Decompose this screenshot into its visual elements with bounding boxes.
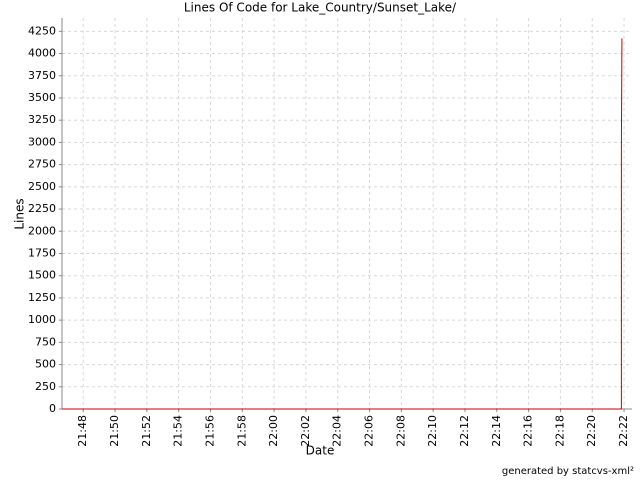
x-tick-label: 22:04 — [331, 415, 344, 447]
x-tick-label: 22:08 — [394, 415, 407, 447]
y-tick-label: 4000 — [28, 47, 56, 60]
x-tick-label: 21:48 — [76, 415, 89, 447]
y-tick-label: 2250 — [28, 202, 56, 215]
y-tick-label: 2750 — [28, 158, 56, 171]
x-tick-label: 22:02 — [299, 415, 312, 447]
y-tick-label: 3500 — [28, 91, 56, 104]
y-tick-label: 1500 — [28, 269, 56, 282]
x-tick-label: 22:18 — [553, 415, 566, 447]
footer: generated by statcvs-xml² — [502, 466, 634, 477]
x-tick-label: 22:22 — [617, 415, 630, 447]
plot-area — [62, 18, 632, 409]
y-tick-label: 0 — [49, 402, 56, 415]
x-tick-label: 21:52 — [140, 415, 153, 447]
x-tick-label: 22:10 — [426, 415, 439, 447]
y-tick-label: 2000 — [28, 224, 56, 237]
y-tick-label: 750 — [35, 335, 56, 348]
x-tick-label: 22:00 — [267, 415, 280, 447]
x-tick-label: 21:58 — [235, 415, 248, 447]
y-tick-label: 3750 — [28, 69, 56, 82]
y-tick-label: 1750 — [28, 246, 56, 259]
y-axis-label: Lines — [13, 198, 27, 229]
y-tick-label: 2500 — [28, 180, 56, 193]
data-line — [62, 38, 623, 410]
x-tick-label: 22:14 — [490, 415, 503, 447]
y-tick-label: 1000 — [28, 313, 56, 326]
y-tick-label: 3000 — [28, 135, 56, 148]
chart-title: Lines Of Code for Lake_Country/Sunset_La… — [184, 1, 457, 15]
x-tick-label: 21:50 — [108, 415, 121, 447]
y-tick-label: 4250 — [28, 24, 56, 37]
x-tick-label: 22:20 — [585, 415, 598, 447]
y-tick-label: 500 — [35, 358, 56, 371]
x-axis-label: Date — [306, 444, 335, 458]
y-tick-label: 1250 — [28, 291, 56, 304]
x-tick-label: 22:16 — [522, 415, 535, 447]
x-tick-label: 21:54 — [172, 415, 185, 447]
y-tick-label: 250 — [35, 380, 56, 393]
x-tick-label: 22:12 — [458, 415, 471, 447]
y-tick-label: 3250 — [28, 113, 56, 126]
x-tick-label: 21:56 — [203, 415, 216, 447]
x-tick-label: 22:06 — [363, 415, 376, 447]
